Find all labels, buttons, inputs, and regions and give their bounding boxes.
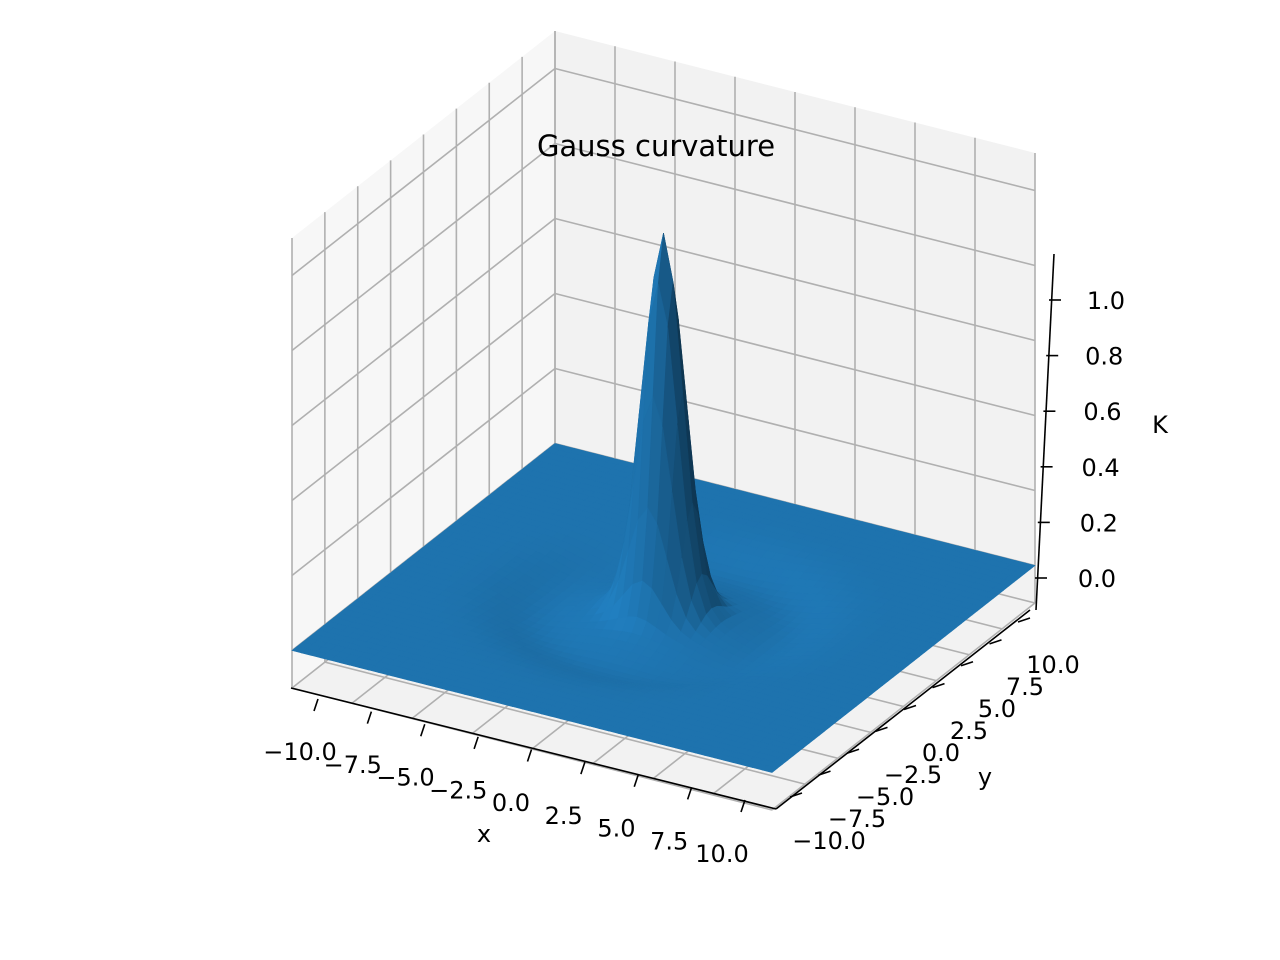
grid-left-z-2 bbox=[291, 292, 556, 502]
x-tick-label-2: −5.0 bbox=[376, 764, 434, 792]
z-tick-label-3: 0.6 bbox=[1083, 398, 1121, 426]
tick-marks bbox=[313, 299, 1061, 813]
grid-back-z-3 bbox=[554, 217, 1036, 342]
x-tick-label-7: 7.5 bbox=[650, 827, 688, 855]
x-tick-label-4: 0.0 bbox=[492, 789, 530, 817]
y-tick-6 bbox=[960, 660, 974, 667]
z-tick-label-2: 0.4 bbox=[1082, 454, 1120, 482]
x-tick-2 bbox=[419, 723, 426, 737]
grid-back-z-4 bbox=[554, 142, 1036, 267]
tick-labels: −10.0−7.5−5.0−2.5 0.0 2.5 5.0 7.5 10.0 −10.0−7… bbox=[263, 287, 1125, 868]
y-tick-label-5: 2.5 bbox=[950, 717, 988, 745]
z-axis-label: K bbox=[1152, 411, 1169, 439]
x-tick-5 bbox=[580, 761, 586, 775]
x-tick-label-5: 2.5 bbox=[545, 802, 583, 830]
y-tick-label-3: −2.5 bbox=[884, 761, 942, 789]
y-tick-1 bbox=[818, 770, 831, 776]
grid-back-z-1 bbox=[554, 367, 1036, 492]
x-tick-4 bbox=[526, 749, 533, 762]
y-tick-label-6: 5.0 bbox=[978, 695, 1016, 723]
surface-patch-2499 bbox=[761, 765, 778, 773]
z-tick-label-0: 0.0 bbox=[1078, 565, 1116, 593]
y-tick-label-7: 7.5 bbox=[1006, 673, 1044, 701]
x-tick-label-1: −7.5 bbox=[324, 751, 382, 779]
x-tick-7 bbox=[686, 787, 693, 800]
grid-floor-y-1 bbox=[324, 661, 806, 785]
x-tick-label-6: 5.0 bbox=[597, 815, 635, 843]
x-tick-0 bbox=[313, 698, 319, 712]
chart-title: Gauss curvature bbox=[537, 129, 775, 163]
y-axis-line bbox=[775, 609, 1031, 810]
x-tick-label-8: 10.0 bbox=[695, 840, 748, 868]
y-tick-label-8: 10.0 bbox=[1026, 651, 1079, 679]
surface-plot bbox=[291, 232, 1036, 773]
y-tick-label-2: −5.0 bbox=[856, 783, 914, 811]
y-tick-0 bbox=[789, 792, 803, 798]
grid-left-z-3 bbox=[291, 217, 556, 427]
y-tick-label-0: −10.0 bbox=[792, 827, 866, 855]
y-tick-7 bbox=[989, 639, 1002, 645]
y-axis-label: y bbox=[978, 763, 992, 791]
x-tick-label-0: −10.0 bbox=[263, 738, 337, 766]
z-tick-label-1: 0.2 bbox=[1080, 509, 1118, 537]
y-tick-label-4: 0.0 bbox=[922, 739, 960, 767]
y-tick-3 bbox=[875, 726, 888, 733]
grid-back-z-5 bbox=[554, 67, 1036, 192]
y-tick-2 bbox=[846, 748, 860, 755]
y-tick-5 bbox=[932, 682, 945, 689]
y-tick-label-1: −7.5 bbox=[828, 805, 886, 833]
x-tick-label-3: −2.5 bbox=[429, 776, 487, 804]
grid-back-z-2 bbox=[554, 292, 1036, 417]
x-axis-label: x bbox=[477, 820, 491, 848]
z-tick-label-4: 0.8 bbox=[1085, 343, 1123, 371]
x-axis-line bbox=[290, 687, 777, 810]
x-tick-8 bbox=[740, 799, 746, 813]
z-tick-label-5: 1.0 bbox=[1087, 287, 1125, 315]
grid-left-z-1 bbox=[291, 367, 556, 577]
grid-left-z-4 bbox=[291, 142, 556, 352]
z-axis-line bbox=[1035, 253, 1055, 611]
x-tick-6 bbox=[633, 774, 640, 788]
axis-lines bbox=[290, 253, 1055, 810]
grid-left-z-5 bbox=[291, 67, 556, 277]
y-tick-8 bbox=[1017, 617, 1031, 623]
x-tick-1 bbox=[366, 711, 373, 724]
y-tick-4 bbox=[903, 704, 917, 711]
x-tick-3 bbox=[473, 736, 479, 750]
